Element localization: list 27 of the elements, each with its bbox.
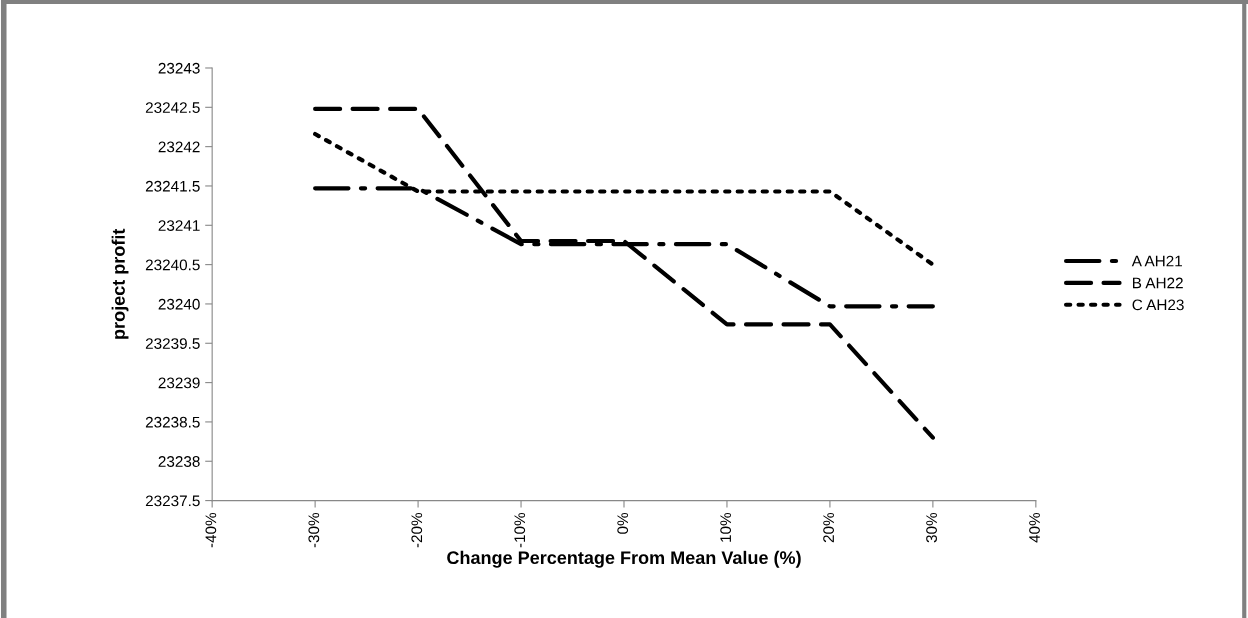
y-tick-label: 23242 — [158, 141, 200, 153]
y-tick-label: 23240.5 — [145, 259, 200, 271]
legend-label: B AH22 — [1133, 277, 1183, 289]
x-tick-label: 30% — [926, 512, 937, 543]
y-tick-label: 23242.5 — [145, 102, 200, 113]
y-axis-title: project profit — [111, 228, 129, 339]
x-tick-label: 40% — [1029, 512, 1040, 543]
x-tick-label: -10% — [514, 512, 526, 548]
x-tick-label: -20% — [411, 512, 423, 548]
y-tick-label: 23241 — [158, 220, 200, 231]
x-tick-label: -40% — [205, 512, 217, 548]
y-tick-label: 23239.5 — [145, 338, 200, 349]
y-tick-label: 23241.5 — [145, 180, 200, 192]
legend-label: C AH23 — [1132, 299, 1184, 311]
legend-label: A AH21 — [1131, 255, 1182, 267]
y-tick-label: 23238.5 — [145, 416, 200, 428]
x-tick-label: -30% — [308, 512, 320, 548]
x-axis-title: Change Percentage From Mean Value (%) — [447, 550, 801, 568]
x-tick-label: 10% — [720, 512, 732, 542]
y-tick-label: 23243 — [158, 62, 200, 74]
y-tick-label: 23237.5 — [145, 495, 200, 507]
y-tick-label: 23238 — [158, 456, 200, 467]
x-tick-label: 0% — [617, 512, 629, 534]
x-tick-label: 20% — [823, 512, 835, 543]
y-tick-label: 23240 — [158, 298, 200, 310]
line-series — [313, 106, 935, 440]
y-tick-label: 23239 — [158, 377, 200, 389]
